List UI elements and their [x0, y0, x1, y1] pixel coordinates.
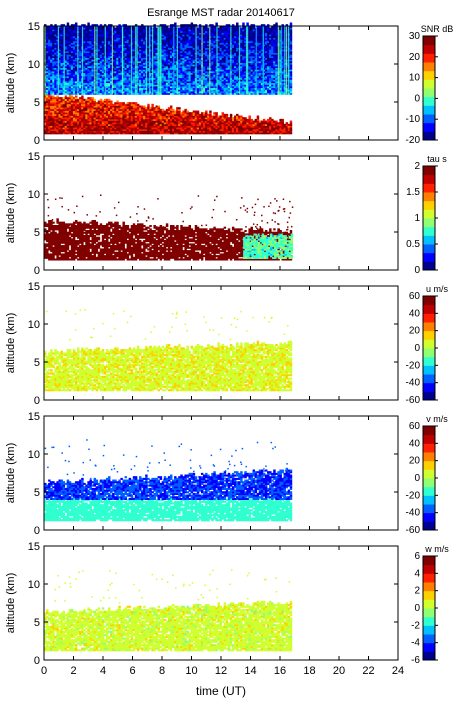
- heatmap-cell: [248, 116, 250, 118]
- heatmap-cell: [178, 107, 180, 109]
- figure-title: Esrange MST radar 20140617: [147, 7, 295, 19]
- heatmap-cell: [257, 116, 259, 118]
- heatmap-cell: [81, 95, 83, 97]
- heatmap-cell: [110, 100, 112, 102]
- heatmap-cell: [205, 111, 207, 113]
- heatmap-cell: [170, 106, 172, 108]
- heatmap-cell: [87, 23, 89, 25]
- heatmap-cell: [174, 23, 176, 25]
- heatmap-feature-1: [44, 23, 292, 95]
- heatmap-cell: [290, 121, 292, 123]
- heatmap-cell: [67, 23, 69, 25]
- heatmap-cell: [94, 99, 96, 101]
- heatmap-cell: [75, 23, 77, 25]
- heatmap-cell: [226, 114, 228, 116]
- heatmap-cell: [215, 112, 217, 114]
- heatmap-cell: [209, 111, 211, 113]
- heatmap-cell: [158, 106, 160, 108]
- heatmap-cell: [147, 104, 149, 106]
- heatmap-cell: [281, 119, 283, 121]
- heatmap-cell: [151, 104, 153, 106]
- heatmap-cell: [197, 111, 199, 113]
- heatmap-cell: [230, 114, 232, 116]
- heatmap-cell: [75, 95, 77, 97]
- x-axis-label: time (UT): [196, 684, 246, 698]
